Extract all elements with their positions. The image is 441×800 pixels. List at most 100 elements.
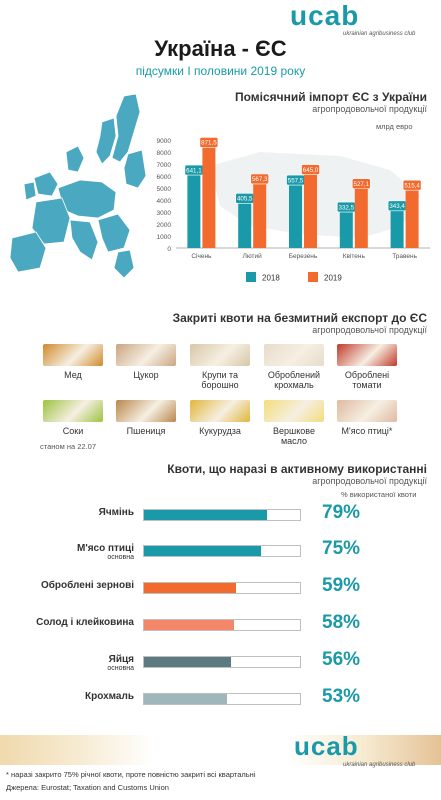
legend-swatch (246, 272, 256, 282)
data-label-box (199, 137, 219, 148)
quota-label: Крупи та борошно (201, 370, 239, 390)
data-label-box (250, 173, 269, 185)
as-of-date: станом на 22.07 (40, 442, 96, 451)
y-tick-label: 6000 (157, 174, 172, 181)
quota-usage-label: Крохмаль (85, 691, 134, 702)
quota-item: Кукурудза (187, 400, 253, 436)
quota-usage-track (143, 545, 301, 557)
data-label: 515,4 (404, 182, 420, 189)
quota-usage-track (143, 509, 301, 521)
active-unit: % використаної квоти (341, 490, 417, 499)
bar-2019 (202, 143, 216, 248)
quota-label: Пшениця (126, 426, 166, 436)
y-tick-label: 9000 (157, 138, 172, 145)
sugar-photo (116, 344, 176, 366)
quota-item: Цукор (113, 344, 179, 380)
quota-usage-fill (144, 546, 261, 556)
logo: ucab (290, 0, 360, 31)
quota-label: Мед (64, 370, 82, 380)
y-tick-label: 7000 (157, 162, 172, 169)
data-label: 645,0 (303, 167, 319, 174)
data-label-box (301, 164, 320, 175)
quota-label: Оброблені томати (344, 370, 390, 390)
quota-usage-sublabel: основна (107, 554, 134, 561)
quota-label: Цукор (133, 370, 159, 380)
quota-usage-track (143, 656, 301, 668)
quota-item: Оброблені томати (334, 344, 400, 390)
y-tick-label: 5000 (157, 186, 172, 193)
quota-usage-fill (144, 510, 268, 520)
quota-item: Крупи та борошно (187, 344, 253, 390)
wheat-photo (116, 400, 176, 422)
y-tick-label: 1000 (157, 234, 172, 241)
quota-label: Вершкове масло (273, 426, 315, 446)
quota-usage-fill (144, 657, 232, 667)
y-tick-label: 3000 (157, 210, 172, 217)
honey-photo (43, 344, 103, 366)
footer-banner (0, 735, 441, 765)
bar-2018 (238, 199, 252, 248)
data-label: 343,4 (389, 203, 405, 210)
quota-item: Соки (40, 400, 106, 436)
quota-usage-fill (144, 620, 235, 630)
quota-usage-label: Солод і клейковина (36, 617, 134, 628)
juice-photo (43, 400, 103, 422)
y-tick-label: 0 (167, 246, 171, 253)
legend-swatch (308, 272, 318, 282)
quota-usage-percent: 56% (322, 649, 361, 670)
bar-2019 (304, 170, 317, 248)
butter-photo (264, 400, 324, 422)
x-tick-label: Квітень (343, 252, 366, 260)
sources: Джерела: Eurostat; Taxation and Customs … (6, 783, 169, 792)
quota-usage-label: М'ясо птиці основна (4, 543, 134, 561)
logo-tagline: ukrainian agribusiness club (343, 31, 416, 37)
data-label: 567,3 (252, 176, 268, 183)
quota-item: Вершкове масло (261, 400, 327, 446)
legend-label: 2019 (324, 274, 342, 283)
quota-item: Пшениця (113, 400, 179, 436)
active-section-title: Квоти, що наразі в активному використанн… (167, 462, 427, 476)
quota-usage-label: Ячмінь (98, 507, 134, 518)
x-tick-label: Січень (191, 252, 212, 260)
footer-logo: ucab (294, 731, 359, 761)
quota-usage-percent: 58% (322, 612, 361, 633)
import-section-subtitle: агропродовольчої продукції (312, 104, 427, 114)
footer-logo-tagline: ukrainian agribusiness club (343, 762, 416, 768)
import-unit: млрд евро (376, 122, 413, 131)
quota-usage-percent: 79% (322, 502, 361, 523)
quota-label: Кукурудза (199, 426, 241, 436)
quota-label: Соки (62, 426, 84, 436)
footnote: * наразі закрито 75% річної квоти, проте… (6, 770, 256, 779)
data-label: 871,5 (201, 140, 217, 147)
data-label: 332,5 (339, 204, 355, 211)
y-tick-label: 4000 (157, 198, 172, 205)
quota-usage-label: Яйця основна (4, 654, 134, 672)
eu-map-icon (9, 93, 147, 279)
quota-usage-fill (144, 694, 227, 704)
data-label: 557,5 (288, 177, 304, 184)
import-bar-chart: 0 1000 2000 3000 4000 5000 6000 7000 8000 9000 641… (157, 137, 430, 283)
quota-usage-sublabel: основна (107, 665, 134, 672)
y-tick-label: 2000 (157, 222, 172, 229)
quota-usage-percent: 53% (322, 686, 361, 707)
legend-label: 2018 (262, 274, 280, 283)
quota-label: М'ясо птиці* (341, 426, 393, 436)
quota-label: Оброблений крохмаль (267, 370, 321, 390)
flour-photo (190, 344, 250, 366)
data-label-box (352, 178, 371, 190)
quota-usage-percent: 75% (322, 538, 361, 559)
bar-2018 (289, 181, 302, 248)
quota-usage-track (143, 693, 301, 705)
quota-usage-track (143, 582, 301, 594)
tomato-photo (337, 344, 397, 366)
x-tick-label: Лютий (243, 252, 263, 260)
quota-item: Мед (40, 344, 106, 380)
x-tick-label: Травень (392, 253, 417, 260)
x-tick-label: Березень (289, 253, 318, 260)
data-label: 527,1 (354, 181, 370, 188)
y-tick-label: 8000 (157, 150, 172, 157)
bar-2018 (390, 206, 404, 248)
data-label: 641,1 (186, 167, 202, 174)
page-title: Україна - ЄС (154, 36, 287, 61)
bar-2019 (354, 184, 368, 248)
